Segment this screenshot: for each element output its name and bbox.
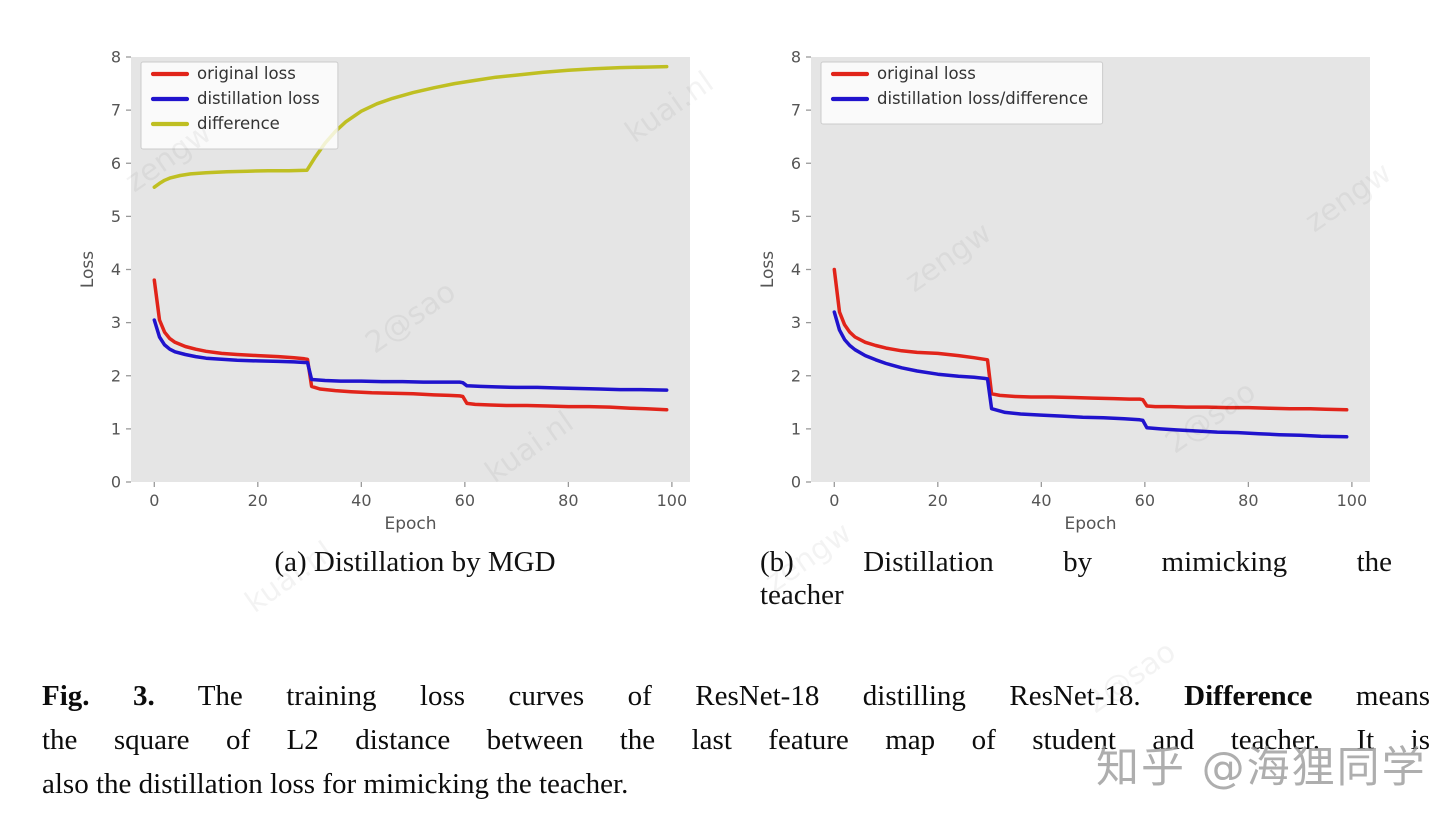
x-tick-label: 60 xyxy=(1135,491,1155,510)
series-distillation-loss-difference xyxy=(832,310,1349,439)
caption-segment: also the distillation loss for mimicking… xyxy=(42,768,629,800)
subcaption-b-line1: (b) Distillation by mimicking the xyxy=(760,546,1392,578)
legend-label: original loss xyxy=(197,64,296,83)
series-difference xyxy=(152,64,669,189)
caption-segment: Difference xyxy=(1184,680,1313,712)
y-tick-label: 4 xyxy=(791,260,801,279)
caption-line-3: also the distillation loss for mimicking… xyxy=(42,762,1430,806)
y-tick-label: 5 xyxy=(111,207,121,226)
x-tick-label: 80 xyxy=(558,491,578,510)
y-tick-label: 8 xyxy=(111,48,121,67)
x-tick-label: 80 xyxy=(1238,491,1258,510)
legend-box xyxy=(820,61,1104,125)
series-original-loss xyxy=(152,278,669,412)
zhihu-watermark: 知乎 @海狸同学 xyxy=(1096,743,1427,793)
caption-segment: the square of L2 distance between the la… xyxy=(42,724,1430,756)
legend-label: distillation loss xyxy=(197,89,320,108)
caption-line-1: Fig. 3. The training loss curves of ResN… xyxy=(42,674,1430,718)
x-axis-label: Epoch xyxy=(1064,514,1116,534)
figure-caption: Fig. 3. The training loss curves of ResN… xyxy=(42,674,1430,806)
y-tick-label: 6 xyxy=(791,154,801,173)
legend-label: difference xyxy=(197,114,280,133)
y-tick-label: 1 xyxy=(111,419,121,438)
y-tick-label: 2 xyxy=(111,366,121,385)
y-axis-label: Loss xyxy=(78,251,98,288)
legend-box xyxy=(140,61,339,150)
x-tick-label: 40 xyxy=(1031,491,1051,510)
y-tick-label: 7 xyxy=(111,101,121,120)
y-tick-label: 6 xyxy=(111,154,121,173)
x-tick-label: 20 xyxy=(248,491,268,510)
x-axis-label: Epoch xyxy=(384,514,436,534)
y-tick-label: 4 xyxy=(111,260,121,279)
y-tick-label: 0 xyxy=(111,473,121,492)
x-tick-label: 100 xyxy=(1337,491,1368,510)
y-tick-label: 3 xyxy=(111,313,121,332)
x-tick-label: 40 xyxy=(351,491,371,510)
series-original-loss xyxy=(832,267,1349,412)
caption-segment: Fig. 3. xyxy=(42,680,155,712)
y-tick-label: 7 xyxy=(791,101,801,120)
subcaption-a: (a) Distillation by MGD xyxy=(274,546,556,578)
series-distillation-loss xyxy=(152,318,669,392)
x-tick-label: 0 xyxy=(149,491,159,510)
y-tick-label: 2 xyxy=(791,366,801,385)
subcaption-b: (b) Distillation by mimicking the teache… xyxy=(760,546,1392,612)
x-tick-label: 20 xyxy=(928,491,948,510)
caption-line-2: the square of L2 distance between the la… xyxy=(42,718,1430,762)
legend-label: distillation loss/difference xyxy=(877,89,1088,108)
legend-label: original loss xyxy=(877,64,976,83)
caption-segment: means xyxy=(1312,680,1430,712)
y-tick-label: 5 xyxy=(791,207,801,226)
x-tick-label: 0 xyxy=(829,491,839,510)
caption-segment: The training loss curves of ResNet-18 di… xyxy=(154,680,1185,712)
x-tick-label: 60 xyxy=(455,491,475,510)
y-tick-label: 8 xyxy=(791,48,801,67)
y-tick-label: 0 xyxy=(791,473,801,492)
plot-area xyxy=(811,57,1370,482)
x-tick-label: 100 xyxy=(657,491,688,510)
y-tick-label: 3 xyxy=(791,313,801,332)
y-tick-label: 1 xyxy=(791,419,801,438)
y-axis-label: Loss xyxy=(758,251,778,288)
subcaption-b-line2: teacher xyxy=(760,579,844,611)
